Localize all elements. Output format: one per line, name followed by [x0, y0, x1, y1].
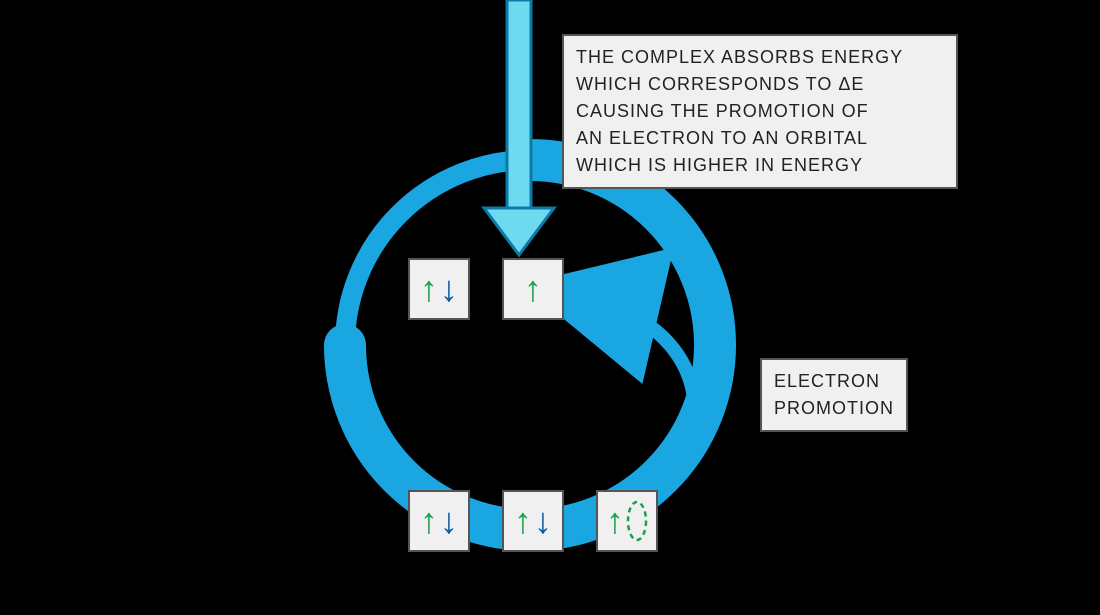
annotation-line: WHICH IS HIGHER IN ENERGY — [576, 152, 944, 179]
annotation-line: ELECTRON — [774, 368, 894, 395]
annotation-line: PROMOTION — [774, 395, 894, 422]
lower-orbital-3: ↑ — [596, 490, 658, 552]
upper-orbital-1: ↑ ↓ — [408, 258, 470, 320]
annotation-line: AN ELECTRON TO AN ORBITAL — [576, 125, 944, 152]
electron-up-icon: ↑ — [606, 503, 624, 539]
lower-orbital-2: ↑ ↓ — [502, 490, 564, 552]
main-annotation-box: THE COMPLEX ABSORBS ENERGY WHICH CORRESP… — [562, 34, 958, 189]
electron-up-icon: ↑ — [524, 271, 542, 307]
upper-orbital-2: ↑ — [502, 258, 564, 320]
electron-down-icon: ↓ — [440, 271, 458, 307]
annotation-line: THE COMPLEX ABSORBS ENERGY — [576, 44, 944, 71]
electron-up-icon: ↑ — [420, 271, 438, 307]
electron-up-icon: ↑ — [514, 503, 532, 539]
side-annotation-box: ELECTRON PROMOTION — [760, 358, 908, 432]
lower-orbital-1: ↑ ↓ — [408, 490, 470, 552]
electron-down-icon: ↓ — [440, 503, 458, 539]
vacancy-dashed-oval-icon — [626, 500, 648, 542]
diagram-canvas: ↑ ↓ ↑ ↑ ↓ ↑ ↓ ↑ THE COMPLEX ABSORBS ENER… — [0, 0, 1100, 615]
electron-up-icon: ↑ — [420, 503, 438, 539]
annotation-line: CAUSING THE PROMOTION OF — [576, 98, 944, 125]
annotation-line: WHICH CORRESPONDS TO ΔE — [576, 71, 944, 98]
electron-down-icon: ↓ — [534, 503, 552, 539]
